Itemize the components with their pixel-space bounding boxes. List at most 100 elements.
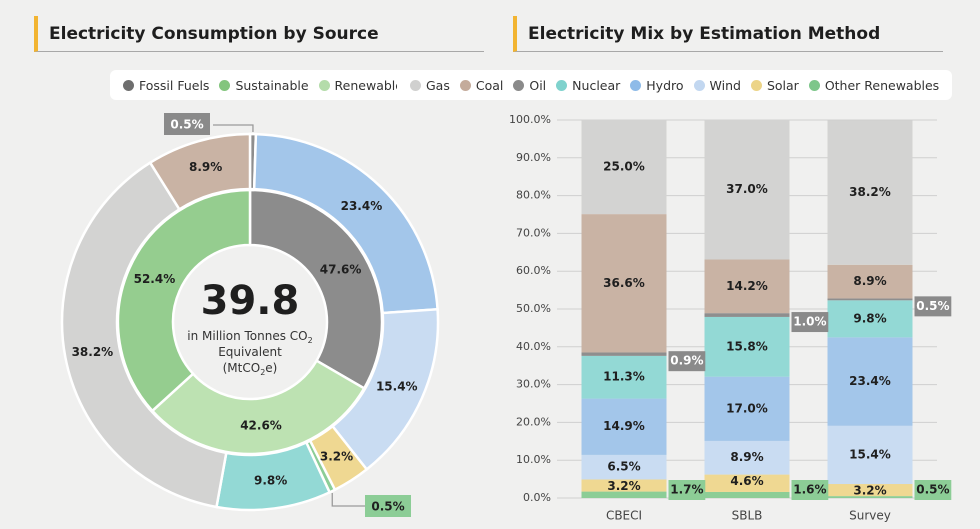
legend-label: Other Renewables xyxy=(824,77,940,93)
right-legend-gas: Gas xyxy=(410,78,450,93)
left-panel-title: Electricity Consumption by Source xyxy=(34,16,484,52)
bar-segment-sblb-coal xyxy=(704,259,790,314)
bar-callout-other-cbeci-box xyxy=(668,480,706,500)
center-unit-line2: Equivalent xyxy=(218,345,282,359)
bar-segment-survey-wind xyxy=(827,425,913,485)
bar-callout-oil-survey-box xyxy=(914,296,952,317)
outer-label-solar: 3.2% xyxy=(320,450,353,464)
legend-swatch xyxy=(123,79,134,91)
right-legend-oil: Oil xyxy=(513,78,546,93)
bar-callout-other-cbeci: 1.7% xyxy=(670,483,703,497)
y-tick-label: 60.0% xyxy=(516,264,551,277)
bar-segment-survey-hydro xyxy=(827,337,913,426)
other-renewables-callout-label: 0.5% xyxy=(371,500,404,514)
legend-swatch xyxy=(693,79,705,91)
bar-segment-sblb-oil xyxy=(704,313,790,317)
legend-swatch xyxy=(219,79,231,91)
bar-segment-survey-other-renewables xyxy=(827,496,913,498)
bar-callout-oil-sblb-box xyxy=(791,312,829,333)
bar-callout-oil-cbeci-box xyxy=(668,351,706,372)
legend-swatch xyxy=(459,79,471,91)
right-panel-title: Electricity Mix by Estimation Method xyxy=(513,16,943,52)
outer-ring xyxy=(60,132,440,512)
y-tick-label: 0.0% xyxy=(523,491,551,504)
outer-label-hydro: 23.4% xyxy=(341,199,383,213)
bar-segment-sblb-wind xyxy=(704,440,790,475)
legend-swatch xyxy=(318,79,330,91)
legend-swatch xyxy=(750,79,762,91)
bar-segment-survey-gas xyxy=(827,120,913,265)
y-tick-label: 10.0% xyxy=(516,453,551,466)
bar-label-sblb-coal: 14.2% xyxy=(726,279,768,293)
right-legend-nuclear: Nuclear xyxy=(556,78,620,93)
bar-label-cbeci-hydro: 14.9% xyxy=(603,419,645,433)
bar-label-sblb-wind: 8.9% xyxy=(730,450,763,464)
bar-label-survey-solar: 3.2% xyxy=(853,484,886,498)
bar-segment-cbeci-other-renewables xyxy=(581,491,667,498)
bar-callout-other-survey: 0.5% xyxy=(916,483,949,497)
legend-swatch xyxy=(630,79,642,91)
legend-label: Wind xyxy=(709,77,741,93)
inner-label-sustainable: 52.4% xyxy=(134,272,176,286)
bar-callout-other-sblb-box xyxy=(791,480,829,500)
center-value: 39.8 xyxy=(201,278,300,324)
y-tick-label: 40.0% xyxy=(516,340,551,353)
bar-segment-cbeci-solar xyxy=(581,479,667,492)
bar-callout-oil-survey: 0.5% xyxy=(916,299,949,313)
bar-callout-other-sblb: 1.6% xyxy=(793,483,826,497)
bar-label-cbeci-coal: 36.6% xyxy=(603,276,645,290)
y-tick-label: 100.0% xyxy=(509,113,551,126)
inner-segment-renewable xyxy=(150,358,366,456)
left-legend-renewable: Renewable xyxy=(318,77,403,93)
left-legend-fossil-fuels: Fossil Fuels xyxy=(123,78,209,93)
bar-segment-cbeci-oil xyxy=(581,352,667,356)
center-unit-line1: in Million Tonnes CO2 xyxy=(187,329,312,345)
legend-label: Nuclear xyxy=(572,77,621,93)
y-tick-label: 80.0% xyxy=(516,189,551,202)
legend-label: Solar xyxy=(766,77,799,93)
donut-chart: 47.6% 42.6% 52.4% 0.5% 23.4% 15.4% 3.2% 0.5% 9.8… xyxy=(60,113,440,517)
bar-label-survey-nuclear: 9.8% xyxy=(853,311,886,325)
bar-segment-sblb-solar xyxy=(704,474,790,492)
bar-segment-survey-solar xyxy=(827,484,913,497)
legend-swatch xyxy=(410,79,421,91)
right-legend-wind: Wind xyxy=(693,77,741,93)
legend-swatch xyxy=(513,79,525,91)
right-legend-solar: Solar xyxy=(750,77,799,93)
y-tick-label: 50.0% xyxy=(516,302,551,315)
inner-label-fossil-fuels: 47.6% xyxy=(320,262,362,276)
bar-label-sblb-hydro: 17.0% xyxy=(726,401,768,415)
outer-label-wind: 15.4% xyxy=(376,379,418,393)
bar-segment-cbeci-coal xyxy=(581,214,667,353)
bar-label-survey-hydro: 23.4% xyxy=(849,374,891,388)
oil-callout-box xyxy=(164,113,210,135)
right-legend-coal: Coal xyxy=(459,78,503,93)
bar-label-cbeci-gas: 25.0% xyxy=(603,159,645,173)
oil-callout-label: 0.5% xyxy=(170,118,203,132)
legend-label: Renewable xyxy=(334,77,403,93)
legend-label: Hydro xyxy=(646,77,684,93)
bar-label-sblb-gas: 37.0% xyxy=(726,182,768,196)
inner-ring xyxy=(116,188,384,456)
bar-label-survey-wind: 15.4% xyxy=(849,447,891,461)
legend-swatch xyxy=(808,79,820,91)
legend-label: Gas xyxy=(426,77,450,93)
bar-segment-survey-coal xyxy=(827,264,913,299)
x-tick-label-sblb: SBLB xyxy=(732,509,763,523)
axis: 0.0% 10.0% 20.0% 30.0% 40.0% 50.0% 60.0% 70.0% 8… xyxy=(509,113,891,523)
other-renewables-callout-line xyxy=(331,493,367,507)
bar-segment-sblb-nuclear xyxy=(704,316,790,377)
y-tick-label: 30.0% xyxy=(516,378,551,391)
bar-label-cbeci-nuclear: 11.3% xyxy=(603,370,645,384)
bar-label-cbeci-solar: 3.2% xyxy=(607,479,640,493)
legend-swatch xyxy=(556,79,568,91)
legend-label: Oil xyxy=(529,77,547,93)
right-legend: Gas Coal Oil Nuclear Hydro Wind Solar Other Ren… xyxy=(397,70,953,100)
inner-label-renewable: 42.6% xyxy=(240,418,282,432)
center-unit-line3: (MtCO2e) xyxy=(223,361,278,377)
right-legend-other-renewables: Other Renewables xyxy=(808,77,940,93)
bar-callout-oil-sblb: 1.0% xyxy=(793,315,826,329)
outer-label-coal: 8.9% xyxy=(189,160,222,174)
bar-callout-oil-cbeci: 0.9% xyxy=(670,354,703,368)
legend-label: Fossil Fuels xyxy=(139,77,210,93)
